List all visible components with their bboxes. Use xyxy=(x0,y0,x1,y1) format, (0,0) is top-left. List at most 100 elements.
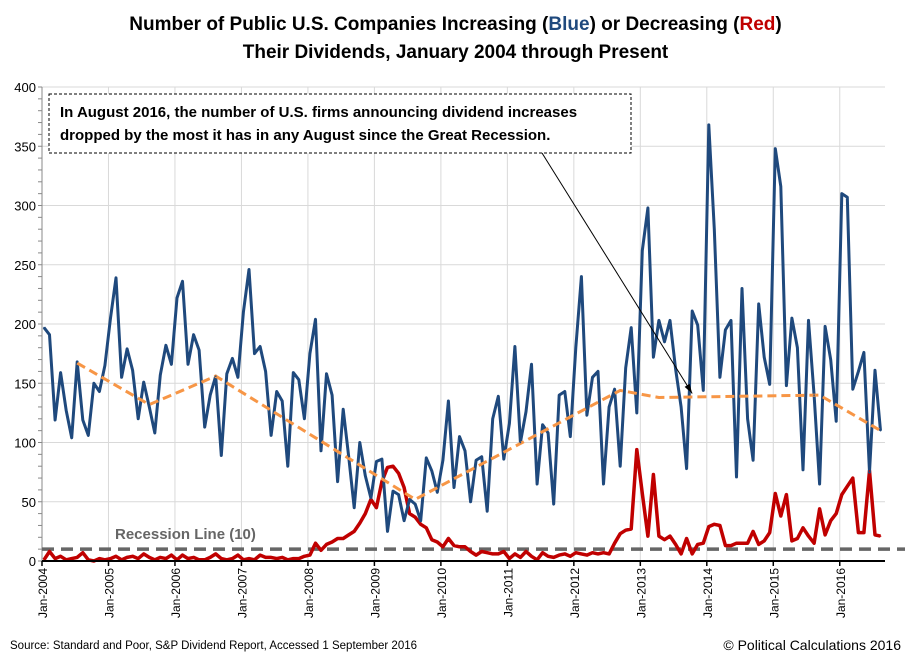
decreases-point xyxy=(746,542,749,545)
decreases-point xyxy=(813,542,815,545)
decreases-point xyxy=(791,540,793,542)
increases-point xyxy=(176,297,178,299)
x-tick-label: Jan-2011 xyxy=(501,568,515,617)
increases-point xyxy=(663,340,666,343)
decreases-point xyxy=(159,556,162,559)
increases-point xyxy=(115,276,117,279)
decreases-point xyxy=(98,557,101,560)
decreases-point xyxy=(757,543,760,546)
increases-point xyxy=(735,476,738,478)
increases-point xyxy=(281,400,284,402)
increases-point xyxy=(613,388,616,390)
decreases-point xyxy=(314,542,317,545)
decreases-point xyxy=(519,556,522,559)
decreases-point xyxy=(530,555,533,558)
decreases-point xyxy=(874,534,876,536)
decreases-point xyxy=(785,493,788,496)
decreases-point xyxy=(126,556,128,559)
annotation-text-line1: In August 2016, the number of U.S. firms… xyxy=(60,104,577,121)
increases-point xyxy=(98,390,101,393)
decreases-point xyxy=(342,537,344,540)
x-tick-label: Jan-2015 xyxy=(767,568,781,618)
decreases-point xyxy=(148,556,151,559)
increases-point xyxy=(259,345,261,348)
increases-point xyxy=(364,474,367,477)
decreases-point xyxy=(663,538,666,541)
decreases-point xyxy=(431,538,433,541)
x-tick-label: Jan-2009 xyxy=(368,568,382,618)
decreases-point xyxy=(115,555,117,558)
increases-point xyxy=(807,319,810,322)
increases-point xyxy=(298,378,300,381)
increases-point xyxy=(370,497,372,499)
increases-point xyxy=(647,207,649,209)
annotation-arrow-line xyxy=(541,152,693,394)
decreases-point xyxy=(547,555,549,558)
decreases-point xyxy=(248,557,250,560)
increases-point xyxy=(314,318,317,321)
decreases-point xyxy=(358,522,361,524)
increases-point xyxy=(597,370,599,373)
increases-point xyxy=(852,388,854,390)
decreases-point xyxy=(209,556,211,559)
y-tick-label: 0 xyxy=(29,554,36,569)
increases-point xyxy=(525,410,527,413)
increases-point xyxy=(76,361,79,363)
increases-point xyxy=(619,465,621,468)
annotation-text-line2: dropped by the most it has in any August… xyxy=(60,127,550,144)
increases-point xyxy=(746,418,749,420)
annotation-box xyxy=(48,93,632,154)
decreases-point xyxy=(824,534,826,536)
increases-point xyxy=(447,400,450,402)
decreases-point xyxy=(525,550,527,553)
decreases-point xyxy=(491,553,494,555)
decreases-point xyxy=(419,523,422,526)
decreases-point xyxy=(514,553,516,555)
increases-point xyxy=(863,351,865,354)
increases-point xyxy=(43,326,45,329)
increases-point xyxy=(347,455,350,458)
decreases-point xyxy=(552,556,555,559)
increases-point xyxy=(303,418,306,420)
increases-point xyxy=(541,423,544,426)
decreases-point xyxy=(165,557,167,560)
increases-point xyxy=(137,418,139,420)
increases-point xyxy=(48,333,51,336)
decreases-point xyxy=(696,543,699,546)
increases-point xyxy=(641,249,644,252)
decreases-point xyxy=(264,556,267,559)
decreases-point xyxy=(802,527,804,529)
decreases-point xyxy=(763,540,765,542)
increases-point xyxy=(431,470,433,472)
increases-point xyxy=(835,420,838,422)
decreases-point xyxy=(309,554,311,556)
increases-point xyxy=(142,381,145,383)
decreases-point xyxy=(375,506,378,509)
decreases-point xyxy=(569,555,572,558)
decreases-point xyxy=(237,554,239,556)
increases-point xyxy=(868,471,871,473)
decreases-point xyxy=(630,528,633,530)
increases-point xyxy=(148,406,151,408)
decreases-point xyxy=(846,485,849,488)
increases-point xyxy=(154,432,156,434)
increases-point xyxy=(464,449,466,452)
x-tick-label: Jan-2004 xyxy=(36,568,50,618)
decreases-point xyxy=(497,553,500,555)
increases-point xyxy=(320,449,322,452)
increases-point xyxy=(181,280,184,283)
increases-point xyxy=(209,394,211,396)
decreases-point xyxy=(619,532,621,535)
y-tick-label: 300 xyxy=(14,199,36,214)
increases-point xyxy=(824,325,826,328)
increases-point xyxy=(536,483,538,485)
increases-point xyxy=(342,408,344,411)
increases-point xyxy=(785,384,788,387)
increases-point xyxy=(724,329,727,331)
increases-point xyxy=(486,510,489,513)
increases-point xyxy=(563,390,566,393)
decreases-point xyxy=(602,551,605,554)
increases-point xyxy=(591,376,594,379)
increases-point xyxy=(331,394,333,396)
